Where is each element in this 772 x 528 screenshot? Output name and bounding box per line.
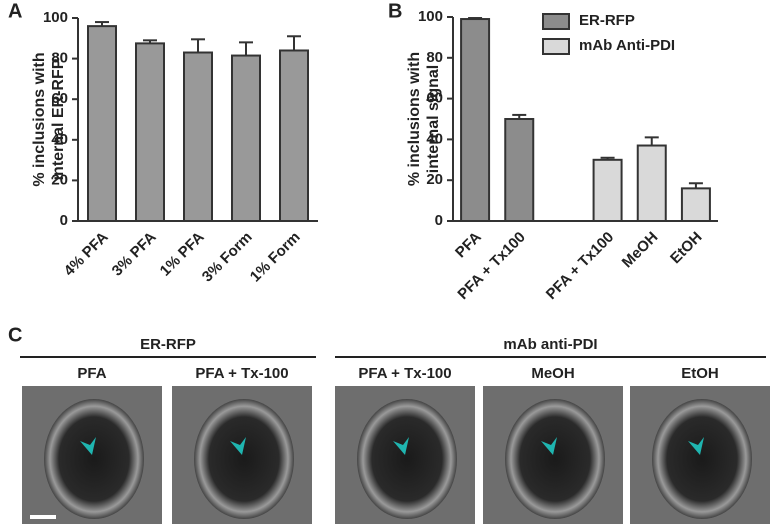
bar	[135, 42, 165, 222]
y-tick-label: 100	[43, 9, 68, 26]
legend-swatch	[542, 13, 570, 30]
bar	[592, 158, 623, 223]
bar	[460, 18, 491, 223]
y-tick-label: 60	[51, 90, 68, 107]
y-tick-label: 40	[426, 130, 443, 147]
bar	[279, 49, 309, 223]
y-axis-label: % inclusions with	[406, 52, 423, 186]
y-tick-label: 0	[435, 212, 443, 229]
bar	[504, 118, 535, 222]
image-label: PFA + Tx-100	[358, 365, 451, 382]
bar	[183, 51, 213, 223]
x-tick-label: PFA + Tx100	[543, 229, 617, 303]
x-tick-label: 3% Form	[199, 229, 256, 286]
x-tick-label: PFA	[452, 229, 485, 262]
bar	[680, 187, 711, 222]
arrowhead	[230, 437, 246, 455]
x-tick-label: EtOH	[667, 229, 706, 268]
bar	[636, 144, 667, 223]
arrowhead	[688, 437, 704, 455]
legend-label: ER-RFP	[579, 12, 635, 29]
arrowhead	[80, 437, 96, 455]
panel-label: C	[8, 324, 22, 346]
image-label: EtOH	[681, 365, 719, 382]
legend-swatch	[542, 38, 570, 55]
y-tick-label: 60	[426, 90, 443, 107]
legend-label: mAb Anti-PDI	[579, 37, 675, 54]
image-label: PFA + Tx-100	[195, 365, 288, 382]
bar	[231, 54, 261, 223]
x-tick-label: MeOH	[619, 229, 662, 272]
cell	[357, 399, 457, 519]
cell	[505, 399, 605, 519]
y-axis-label: internal ER-RFP	[50, 58, 67, 180]
arrowhead	[393, 437, 409, 455]
cell	[652, 399, 752, 519]
y-tick-label: 40	[51, 131, 68, 148]
y-tick-label: 20	[51, 171, 68, 188]
x-tick-label: 1% Form	[247, 229, 304, 286]
arrowhead	[541, 437, 557, 455]
image-label: MeOH	[531, 365, 574, 382]
y-tick-label: 20	[426, 171, 443, 188]
y-tick-label: 80	[426, 49, 443, 66]
cell	[44, 399, 144, 519]
panel-label: A	[8, 0, 22, 22]
group-label: ER-RFP	[140, 336, 196, 353]
x-tick-label: 3% PFA	[109, 229, 160, 280]
y-tick-label: 80	[51, 50, 68, 67]
bar	[87, 25, 117, 223]
x-tick-label: 4% PFA	[61, 229, 112, 280]
panel-label: B	[388, 0, 402, 22]
y-tick-label: 100	[418, 8, 443, 25]
y-tick-label: 0	[60, 212, 68, 229]
y-axis-label: % inclusions with	[31, 52, 48, 186]
y-axis-label: internal signal	[425, 65, 442, 173]
group-label: mAb anti-PDI	[503, 336, 597, 353]
cell	[194, 399, 294, 519]
scale-bar	[30, 515, 56, 519]
image-label: PFA	[77, 365, 106, 382]
